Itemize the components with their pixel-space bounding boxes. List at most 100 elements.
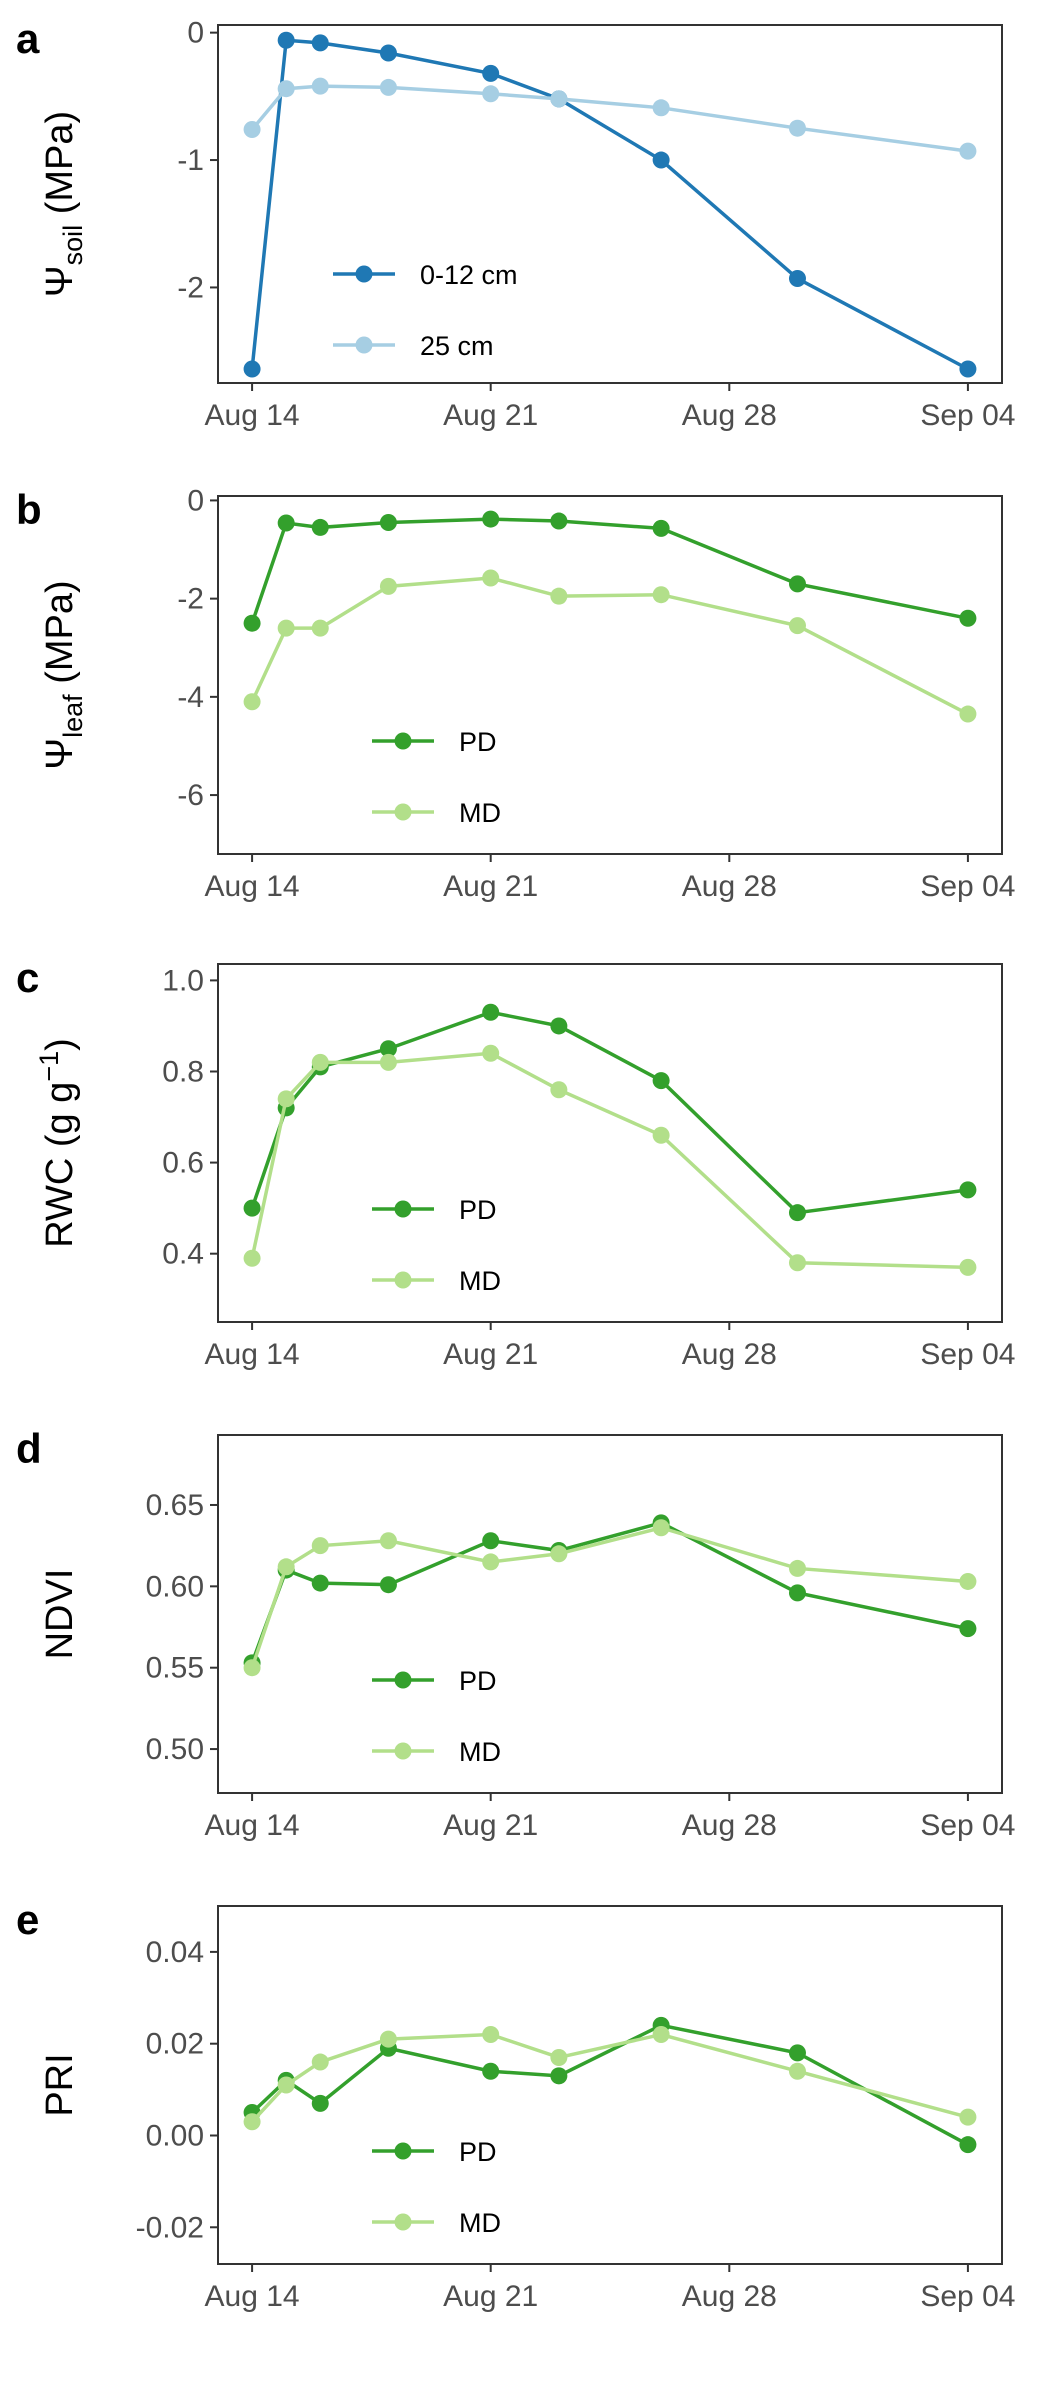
point — [243, 1199, 261, 1217]
point — [482, 2062, 500, 2080]
point — [959, 1181, 977, 1199]
point — [482, 1553, 500, 1571]
point — [788, 1204, 806, 1222]
point — [550, 587, 568, 605]
y-tick-label: 0.4 — [162, 1238, 204, 1271]
series-line — [250, 2023, 969, 2147]
panel: b Ψleaf (MPa) 0 -2 -4 -6 Aug 14 Aug 21 Aug 28 Sep… — [16, 484, 1015, 903]
panel: a Ψsoil (MPa) 0 -1 -2 Aug 14 Aug 21 Aug 28 Sep 0… — [16, 15, 1015, 432]
x-tick-label: Aug 28 — [682, 2280, 777, 2313]
point — [311, 1537, 329, 1555]
x-tick-label: Aug 28 — [682, 399, 777, 432]
y-title-sub: leaf — [58, 694, 88, 738]
legend-label: PD — [459, 1666, 497, 1696]
legend-label: PD — [459, 2137, 497, 2167]
y-title-main: RWC (g g — [39, 1082, 81, 1248]
y-axis-title: Ψleaf (MPa) — [39, 580, 88, 769]
point — [550, 90, 568, 108]
y-title-main: Ψ — [39, 738, 81, 770]
point — [311, 518, 329, 536]
point — [379, 1053, 397, 1071]
point — [379, 1040, 397, 1058]
point — [311, 77, 329, 95]
point — [311, 1574, 329, 1592]
point — [379, 577, 397, 595]
series-line — [250, 517, 969, 624]
y-tick-label: 0.04 — [146, 1936, 204, 1969]
y-tick-label: -4 — [177, 681, 204, 714]
y-tick-label: 1.0 — [162, 964, 204, 997]
plot-frame — [217, 495, 1003, 855]
panel-label: a — [16, 15, 40, 62]
point — [788, 2062, 806, 2080]
point — [311, 2053, 329, 2071]
y-tick-label: -0.02 — [136, 2211, 204, 2244]
legend-label: PD — [459, 1195, 497, 1225]
y-axis-title: PRI — [39, 2053, 81, 2116]
legend-marker — [394, 1671, 412, 1689]
y-tick-label: 0.65 — [146, 1489, 204, 1522]
point — [652, 586, 670, 604]
legend-marker — [394, 1271, 412, 1289]
panel: d NDVI 0.65 0.60 0.55 0.50 Aug 14 Aug 21 Aug 28 S… — [16, 1425, 1015, 1842]
point — [311, 34, 329, 52]
y-title-main: PRI — [39, 2053, 81, 2116]
point — [379, 1532, 397, 1550]
point — [243, 1249, 261, 1267]
point — [550, 2048, 568, 2066]
plot-frame — [217, 1434, 1003, 1794]
legend-marker — [394, 2213, 412, 2231]
plot-frame — [217, 1905, 1003, 2265]
point — [482, 510, 500, 528]
point — [243, 360, 261, 378]
point — [959, 2108, 977, 2126]
series-line — [250, 1051, 968, 1270]
point — [788, 2044, 806, 2062]
legend-label: PD — [459, 727, 497, 757]
point — [277, 2076, 295, 2094]
point — [277, 1090, 295, 1108]
y-title-rest: (MPa) — [39, 580, 81, 694]
legend-label: 25 cm — [420, 331, 494, 361]
point — [482, 85, 500, 103]
legend-label: MD — [459, 1737, 501, 1767]
point — [379, 1576, 397, 1594]
point — [788, 270, 806, 288]
plot-frame — [217, 24, 1003, 384]
legend-label: MD — [459, 1266, 501, 1296]
panel: c RWC (g g−1) 1.0 0.8 0.6 0.4 Aug 14 Aug 21 Aug … — [16, 954, 1015, 1371]
point — [550, 1081, 568, 1099]
x-tick-label: Aug 21 — [443, 399, 538, 432]
point — [482, 64, 500, 82]
point — [652, 1072, 670, 1090]
point — [311, 2094, 329, 2112]
point — [277, 514, 295, 532]
point — [788, 1559, 806, 1577]
x-tick-label: Sep 04 — [920, 2280, 1015, 2313]
plot-frame — [217, 963, 1003, 1323]
point — [243, 1659, 261, 1677]
panel: e PRI 0.04 0.02 0.00 -0.02 Aug 14 Aug 21 Aug 28 S… — [16, 1896, 1015, 2313]
point — [788, 119, 806, 137]
y-tick-label: -6 — [177, 779, 204, 812]
point — [652, 1126, 670, 1144]
point — [243, 693, 261, 711]
point — [379, 514, 397, 532]
x-tick-label: Sep 04 — [920, 870, 1015, 903]
x-tick-label: Aug 14 — [205, 1809, 300, 1842]
series-line — [250, 576, 969, 716]
x-tick-label: Aug 14 — [205, 870, 300, 903]
legend-label: 0-12 cm — [420, 260, 518, 290]
point — [550, 512, 568, 530]
point — [652, 2026, 670, 2044]
point — [652, 99, 670, 117]
y-tick-label: -2 — [177, 271, 204, 304]
point — [550, 1545, 568, 1563]
x-tick-label: Sep 04 — [920, 399, 1015, 432]
x-tick-label: Aug 14 — [205, 399, 300, 432]
series-line — [250, 38, 969, 371]
point — [379, 2030, 397, 2048]
point — [550, 1017, 568, 1035]
point — [379, 78, 397, 96]
